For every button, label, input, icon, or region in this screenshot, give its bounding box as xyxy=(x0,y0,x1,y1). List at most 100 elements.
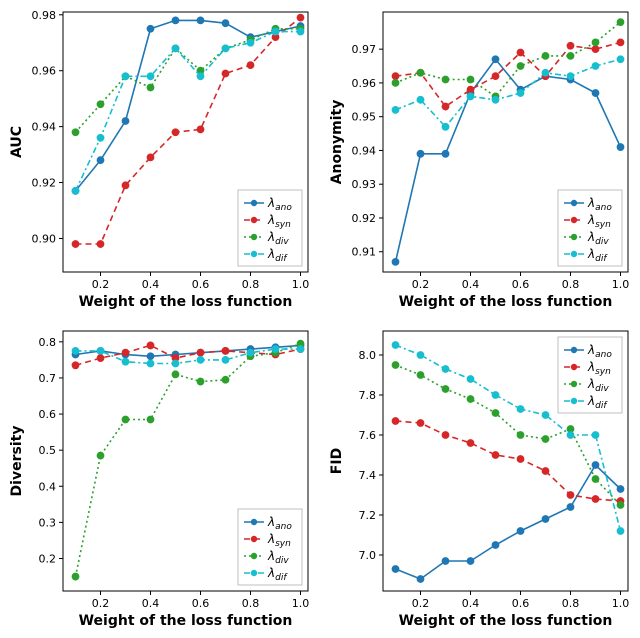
legend-marker xyxy=(251,570,257,576)
marker-dif xyxy=(72,348,79,355)
marker-dif xyxy=(97,348,104,355)
xtick-label: 0.6 xyxy=(512,278,530,291)
series-div xyxy=(76,29,301,132)
marker-ano xyxy=(517,528,524,535)
marker-syn xyxy=(592,496,599,503)
marker-syn xyxy=(467,440,474,447)
ytick-label: 0.97 xyxy=(352,43,377,56)
ytick-label: 0.90 xyxy=(32,232,57,245)
xtick-label: 0.4 xyxy=(142,597,160,610)
marker-syn xyxy=(442,103,449,110)
marker-syn xyxy=(297,14,304,21)
marker-syn xyxy=(197,126,204,133)
marker-div xyxy=(467,396,474,403)
marker-ano xyxy=(222,20,229,27)
marker-dif xyxy=(467,376,474,383)
marker-syn xyxy=(247,62,254,69)
marker-div xyxy=(542,53,549,60)
legend: λanoλsynλdivλdif xyxy=(558,190,622,266)
xtick-label: 0.2 xyxy=(92,278,110,291)
ytick-label: 0.6 xyxy=(39,408,57,421)
marker-syn xyxy=(172,129,179,136)
marker-dif xyxy=(197,357,204,364)
xtick-label: 0.4 xyxy=(462,278,480,291)
legend-marker xyxy=(251,519,257,525)
marker-ano xyxy=(392,259,399,266)
ytick-label: 0.94 xyxy=(352,144,377,157)
marker-syn xyxy=(392,73,399,80)
xtick-label: 0.2 xyxy=(412,278,430,291)
marker-dif xyxy=(272,346,279,353)
marker-ano xyxy=(417,576,424,583)
legend-marker xyxy=(571,200,577,206)
ytick-label: 0.96 xyxy=(32,65,57,78)
xtick-label: 0.8 xyxy=(562,278,580,291)
ytick-label: 7.4 xyxy=(359,469,377,482)
marker-ano xyxy=(542,516,549,523)
xtick-label: 1.0 xyxy=(612,278,630,291)
legend-marker xyxy=(251,200,257,206)
ylabel: FID xyxy=(329,448,345,474)
series-ano xyxy=(76,20,301,191)
marker-dif xyxy=(467,93,474,100)
ytick-label: 0.8 xyxy=(39,336,57,349)
marker-dif xyxy=(492,392,499,399)
marker-dif xyxy=(617,528,624,535)
ytick-label: 0.91 xyxy=(352,246,377,259)
marker-syn xyxy=(122,182,129,189)
marker-div xyxy=(617,19,624,26)
marker-ano xyxy=(617,486,624,493)
marker-ano xyxy=(467,558,474,565)
marker-dif xyxy=(297,28,304,35)
marker-dif xyxy=(172,360,179,367)
xtick-label: 0.6 xyxy=(512,597,530,610)
marker-dif xyxy=(272,28,279,35)
ytick-label: 0.5 xyxy=(39,444,57,457)
marker-syn xyxy=(122,349,129,356)
marker-syn xyxy=(147,342,154,349)
xtick-label: 1.0 xyxy=(292,597,310,610)
marker-ano xyxy=(442,151,449,158)
marker-ano xyxy=(592,90,599,97)
marker-div xyxy=(172,371,179,378)
marker-div xyxy=(122,416,129,423)
marker-div xyxy=(417,69,424,76)
marker-div xyxy=(197,378,204,385)
ytick-label: 0.7 xyxy=(39,372,57,385)
marker-ano xyxy=(417,151,424,158)
marker-ano xyxy=(147,353,154,360)
panel-anonymity: 0.20.40.60.81.00.910.920.930.940.950.960… xyxy=(329,12,629,310)
marker-syn xyxy=(147,154,154,161)
xtick-label: 0.4 xyxy=(142,278,160,291)
marker-syn xyxy=(567,492,574,499)
panel-diversity: 0.20.40.60.81.00.20.30.40.50.60.70.8Weig… xyxy=(9,331,309,629)
ytick-label: 7.2 xyxy=(359,509,377,522)
marker-dif xyxy=(297,346,304,353)
panel-fid: 0.20.40.60.81.07.07.27.47.67.88.0Weight … xyxy=(329,331,629,629)
legend: λanoλsynλdivλdif xyxy=(238,190,302,266)
marker-dif xyxy=(197,73,204,80)
marker-dif xyxy=(417,352,424,359)
marker-syn xyxy=(417,420,424,427)
marker-ano xyxy=(492,542,499,549)
marker-ano xyxy=(97,157,104,164)
marker-dif xyxy=(222,45,229,52)
marker-syn xyxy=(492,73,499,80)
ytick-label: 0.95 xyxy=(352,111,377,124)
marker-dif xyxy=(392,107,399,114)
xtick-label: 0.8 xyxy=(562,597,580,610)
marker-div xyxy=(592,39,599,46)
series-dif xyxy=(396,59,621,127)
marker-ano xyxy=(617,144,624,151)
marker-dif xyxy=(442,366,449,373)
legend: λanoλsynλdivλdif xyxy=(558,337,622,413)
marker-dif xyxy=(172,45,179,52)
marker-div xyxy=(442,76,449,83)
marker-syn xyxy=(542,468,549,475)
ytick-label: 0.92 xyxy=(352,212,377,225)
legend-marker xyxy=(571,347,577,353)
marker-div xyxy=(517,63,524,70)
marker-syn xyxy=(222,348,229,355)
marker-div xyxy=(567,53,574,60)
series-syn xyxy=(396,421,621,501)
